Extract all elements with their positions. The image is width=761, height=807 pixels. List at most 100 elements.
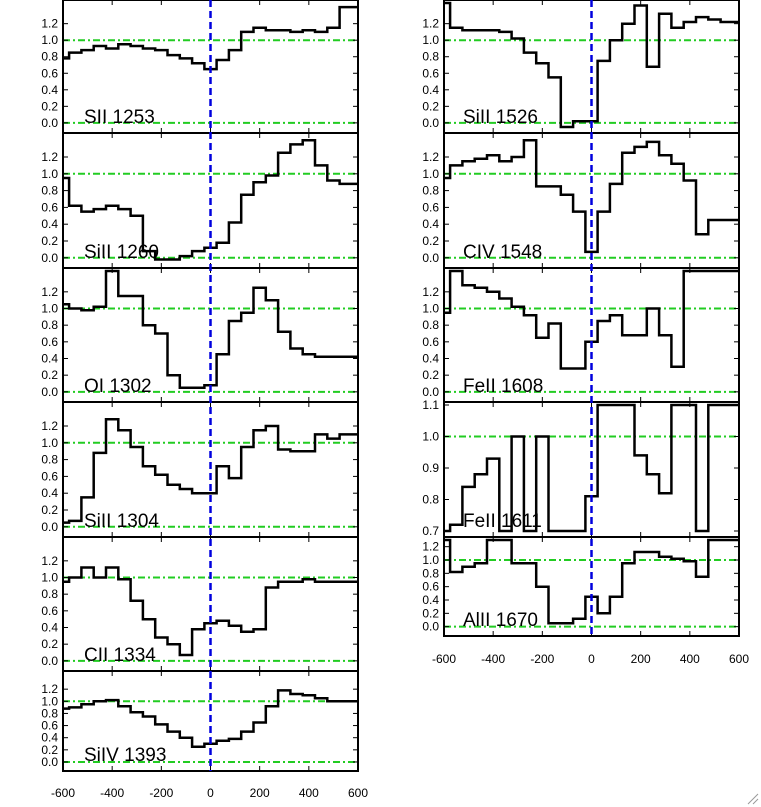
y-tick-label: 0.2 <box>41 99 58 113</box>
x-tick-label: -200 <box>530 652 554 666</box>
spectrum-feii-1608 <box>444 269 739 370</box>
y-tick-label: 0.8 <box>41 706 58 720</box>
y-tick-label: 0.0 <box>41 385 58 399</box>
panel-label-siii-1260: SiII 1260 <box>84 242 159 263</box>
panel-sii-1253: 0.0 0.2 0.4 0.6 0.8 1.0 1.2 SII 1253 <box>41 0 359 134</box>
y-tick-label: 1.2 <box>41 150 58 164</box>
y-tick-label: 0.6 <box>41 66 58 80</box>
panel-cii-1334: 0.0 0.2 0.4 0.6 0.8 1.0 1.2 CII 1334 <box>41 536 359 672</box>
y-tick-label: 0.4 <box>422 352 439 366</box>
panel-label-alii-1670: AlII 1670 <box>463 610 538 631</box>
panel-alii-1670: 0.00.20.40.60.81.01.2 AlII 1670 <box>422 536 740 637</box>
y-tick-label: 0.6 <box>41 200 58 214</box>
y-tick-label: 0.4 <box>41 621 58 635</box>
panel-label-siiv-1393: SiIV 1393 <box>84 745 166 766</box>
y-tick-label: 0.8 <box>422 50 439 64</box>
y-tick-label: 0.0 <box>41 251 58 265</box>
y-tick-label: 1.2 <box>41 419 58 433</box>
y-tick-label: 0.2 <box>422 234 439 248</box>
spectrum-sii-1253 <box>63 5 358 71</box>
y-tick-label: 1.0 <box>422 302 439 316</box>
spectrum-civ-1548 <box>444 138 739 254</box>
y-tick-label: 0.6 <box>422 200 439 214</box>
y-tick-label: 0.4 <box>41 217 58 231</box>
spectrum-siii-1526 <box>444 1 739 129</box>
x-tick-label: 600 <box>729 652 749 666</box>
panel-feii-1608: 0.0 0.2 0.4 0.6 0.8 1.0 1.2 FeII 1608 <box>422 267 740 403</box>
y-tick-label: 0.0 <box>41 654 58 668</box>
x-tick-label: 200 <box>631 652 651 666</box>
panel-label-sii-1253: SII 1253 <box>84 107 155 128</box>
panel-label-civ-1548: CIV 1548 <box>463 242 542 263</box>
y-tick-label: 1.2 <box>422 150 439 164</box>
panel-siiv-1393: 0.00.20.40.60.81.01.2 SiIV 1393 <box>41 670 359 772</box>
y-tick-label: 1.0 <box>41 33 58 47</box>
x-tick-label: 200 <box>250 786 270 800</box>
y-tick-label: 0.2 <box>41 234 58 248</box>
y-tick-label: 0.8 <box>41 318 58 332</box>
y-tick-label: 0.2 <box>41 637 58 651</box>
y-tick-label: 0.8 <box>41 587 58 601</box>
x-tick-label: -200 <box>149 786 173 800</box>
y-tick-label: 0.4 <box>41 352 58 366</box>
y-tick-label: 0.0 <box>41 755 58 769</box>
y-tick-label: 0.0 <box>41 520 58 534</box>
y-tick-label: 0.2 <box>422 368 439 382</box>
y-tick-label: 1.2 <box>41 17 58 31</box>
y-tick-label: 0.8 <box>422 493 439 507</box>
panel-label-oi-1302: OI 1302 <box>84 376 152 397</box>
panel-label-cii-1334: CII 1334 <box>84 645 156 666</box>
y-tick-label: 0.2 <box>41 503 58 517</box>
panel-civ-1548: 0.0 0.2 0.4 0.6 0.8 1.0 1.2 CIV 1548 <box>422 132 740 269</box>
resize-grip-icon[interactable] <box>745 791 759 805</box>
panel-label-siii-1526: SiII 1526 <box>463 107 538 128</box>
panel-label-feii-1611: FeII 1611 <box>463 511 542 532</box>
x-tick-label: 0 <box>588 652 595 666</box>
x-tick-label: 600 <box>348 786 368 800</box>
panel-label-siii-1304: SiII 1304 <box>84 511 159 532</box>
y-tick-label: 0.4 <box>422 217 439 231</box>
y-tick-label: 1.2 <box>41 554 58 568</box>
spectrum-cii-1334 <box>63 566 358 657</box>
y-tick-label: 1.0 <box>41 302 58 316</box>
x-tick-label: 400 <box>299 786 319 800</box>
y-tick-label: 0.6 <box>41 469 58 483</box>
y-tick-label: 1.0 <box>41 694 58 708</box>
y-tick-label: 0.8 <box>41 184 58 198</box>
y-tick-label: 0.8 <box>422 184 439 198</box>
spectrum-siiv-1393 <box>63 689 358 749</box>
x-tick-label: -400 <box>481 652 505 666</box>
y-tick-label: 0.0 <box>422 385 439 399</box>
x-tick-label: 0 <box>207 786 214 800</box>
panel-feii-1611: 0.7 0.8 0.9 1.0 1.1 FeII 1611 <box>422 398 740 538</box>
y-tick-label: 0.2 <box>41 368 58 382</box>
y-tick-label: 0.8 <box>422 318 439 332</box>
y-tick-label: 0.4 <box>41 486 58 500</box>
y-tick-label: 0.6 <box>422 580 439 594</box>
x-tick-label: -400 <box>100 786 124 800</box>
y-tick-label: 0.0 <box>41 116 58 130</box>
y-tick-label: 0.8 <box>41 50 58 64</box>
y-tick-label: 0.6 <box>41 719 58 733</box>
y-tick-label: 0.6 <box>41 335 58 349</box>
y-tick-label: 1.0 <box>422 167 439 181</box>
y-tick-label: 1.0 <box>41 571 58 585</box>
spectrum-feii-1611 <box>444 403 739 533</box>
y-tick-label: 1.2 <box>422 285 439 299</box>
panel-siii-1304: 0.0 0.2 0.4 0.6 0.8 1.0 1.2 SiII 1304 <box>41 401 359 538</box>
panel-siii-1526: 0.0 0.2 0.4 0.6 0.8 1.0 1.2 SiII 1526 <box>422 0 740 134</box>
y-tick-label: 0.9 <box>422 461 439 475</box>
y-tick-label: 1.0 <box>422 430 439 444</box>
y-tick-label: 1.2 <box>41 682 58 696</box>
y-tick-label: 0.0 <box>422 251 439 265</box>
spectrum-oi-1302 <box>63 269 358 389</box>
y-tick-label: 1.2 <box>422 540 439 554</box>
y-tick-label: 1.0 <box>422 33 439 47</box>
y-tick-label: 0.2 <box>422 99 439 113</box>
panel-label-feii-1608: FeII 1608 <box>463 376 543 397</box>
y-tick-label: 0.4 <box>422 593 439 607</box>
